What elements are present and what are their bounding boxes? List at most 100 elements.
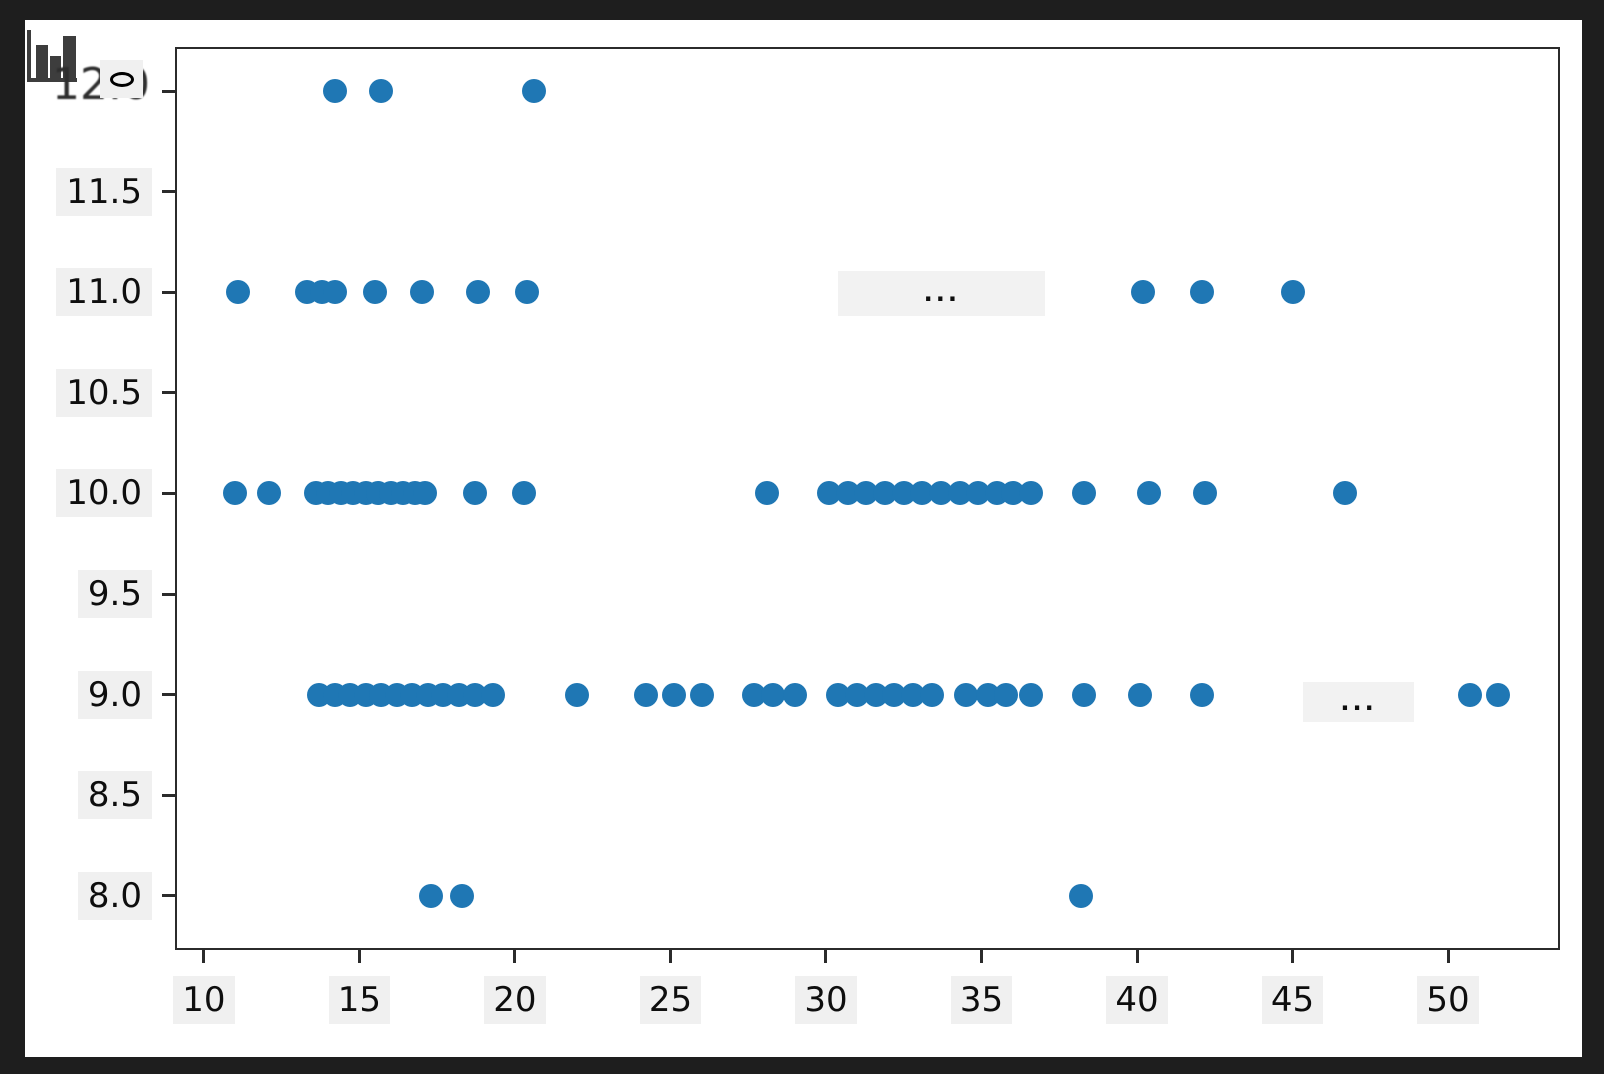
tick-label-overlay-box: [100, 60, 143, 99]
scatter-point: [322, 79, 347, 104]
scatter-point: [1190, 682, 1215, 707]
scatter-point: [515, 280, 540, 305]
y-tick-label-wrap: 9.5: [0, 570, 152, 619]
tick-overlay-o-glyph: [109, 71, 134, 87]
x-tick-label-wrap: 20: [435, 976, 595, 1024]
icon-bar-3: [63, 36, 76, 78]
x-tick-mark: [1135, 948, 1139, 963]
scatter-point: [919, 682, 944, 707]
y-tick-label: 8.0: [77, 871, 152, 920]
y-tick-label: 10.5: [56, 368, 152, 417]
y-tick-mark: [162, 693, 177, 697]
y-tick-mark: [162, 894, 177, 898]
y-tick-mark: [162, 793, 177, 797]
scatter-point: [1131, 280, 1156, 305]
scatter-point: [418, 883, 443, 908]
ellipsis-annotation: ...: [1303, 681, 1414, 722]
scatter-point: [761, 682, 786, 707]
x-tick-mark: [1446, 948, 1450, 963]
y-tick-mark: [162, 89, 177, 93]
y-tick-label-wrap: 9.0: [0, 670, 152, 719]
scatter-point: [1128, 682, 1153, 707]
x-tick-label: 50: [1417, 976, 1479, 1024]
icon-y-axis: [27, 30, 31, 82]
scatter-point: [1137, 481, 1162, 506]
x-tick-label-wrap: 25: [590, 976, 750, 1024]
scatter-point: [1193, 481, 1218, 506]
scatter-point: [1072, 682, 1097, 707]
x-tick-label: 15: [328, 976, 391, 1024]
y-tick-label: 9.0: [77, 670, 152, 719]
x-tick-label-wrap: 15: [279, 976, 439, 1024]
scatter-point: [782, 682, 807, 707]
scatter-point: [1019, 481, 1044, 506]
y-tick-label: 10.0: [56, 469, 152, 518]
x-tick-label-wrap: 30: [746, 976, 906, 1024]
x-tick-label: 10: [173, 976, 235, 1024]
y-tick-mark: [162, 592, 177, 596]
x-tick-label-wrap: 35: [901, 976, 1061, 1024]
y-tick-label-wrap: 11.0: [0, 268, 152, 317]
y-tick-label-wrap: 10.5: [0, 368, 152, 417]
x-tick-mark: [668, 948, 672, 963]
scatter-point: [223, 481, 248, 506]
y-tick-mark: [162, 190, 177, 194]
x-tick-mark: [513, 948, 517, 963]
y-tick-label-wrap: 10.0: [0, 469, 152, 518]
scatter-point: [1485, 682, 1510, 707]
icon-x-axis: [27, 78, 77, 82]
scatter-point: [465, 280, 490, 305]
scatter-point: [412, 481, 437, 506]
y-tick-mark: [162, 391, 177, 395]
y-tick-label-wrap: 11.5: [0, 167, 152, 216]
x-tick-mark: [357, 948, 361, 963]
scatter-point: [953, 682, 978, 707]
scatter-point: [521, 79, 546, 104]
scatter-point: [1019, 682, 1044, 707]
x-tick-mark: [979, 948, 983, 963]
scatter-point: [661, 682, 686, 707]
scatter-point: [450, 883, 475, 908]
scatter-point: [462, 481, 487, 506]
y-tick-label: 11.5: [56, 167, 152, 216]
scatter-point: [1072, 481, 1097, 506]
y-tick-label: 8.5: [77, 771, 152, 820]
y-tick-label: 11.0: [56, 268, 152, 317]
scatter-point: [362, 280, 387, 305]
scatter-point: [409, 280, 434, 305]
x-tick-label: 30: [795, 976, 857, 1024]
scatter-point: [689, 682, 714, 707]
x-tick-label: 25: [639, 976, 702, 1024]
x-tick-label: 20: [484, 976, 546, 1024]
scatter-point: [1457, 682, 1482, 707]
scatter-point: [1190, 280, 1215, 305]
scatter-point: [1280, 280, 1305, 305]
x-tick-label-wrap: 10: [124, 976, 284, 1024]
ellipsis-annotation: ...: [838, 270, 1046, 316]
scatter-point: [481, 682, 506, 707]
y-tick-label-wrap: 8.5: [0, 771, 152, 820]
y-tick-mark: [162, 290, 177, 294]
scatter-point: [369, 79, 394, 104]
scatter-point: [226, 280, 251, 305]
scatter-point: [994, 682, 1019, 707]
scatter-point: [565, 682, 590, 707]
x-tick-label-wrap: 40: [1057, 976, 1217, 1024]
x-tick-mark: [1291, 948, 1295, 963]
x-tick-mark: [824, 948, 828, 963]
scatter-point: [1069, 883, 1094, 908]
y-tick-label: 9.5: [77, 570, 152, 619]
icon-bar-2: [50, 56, 61, 78]
scatter-point: [257, 481, 282, 506]
x-tick-label: 35: [950, 976, 1013, 1024]
scatter-point: [754, 481, 779, 506]
x-tick-label: 45: [1261, 976, 1324, 1024]
y-tick-label-wrap: 8.0: [0, 871, 152, 920]
x-tick-label-wrap: 50: [1368, 976, 1528, 1024]
scatter-point: [633, 682, 658, 707]
x-tick-mark: [202, 948, 206, 963]
scatter-point: [512, 481, 537, 506]
scatter-point: [322, 280, 347, 305]
scatter-point: [1333, 481, 1358, 506]
